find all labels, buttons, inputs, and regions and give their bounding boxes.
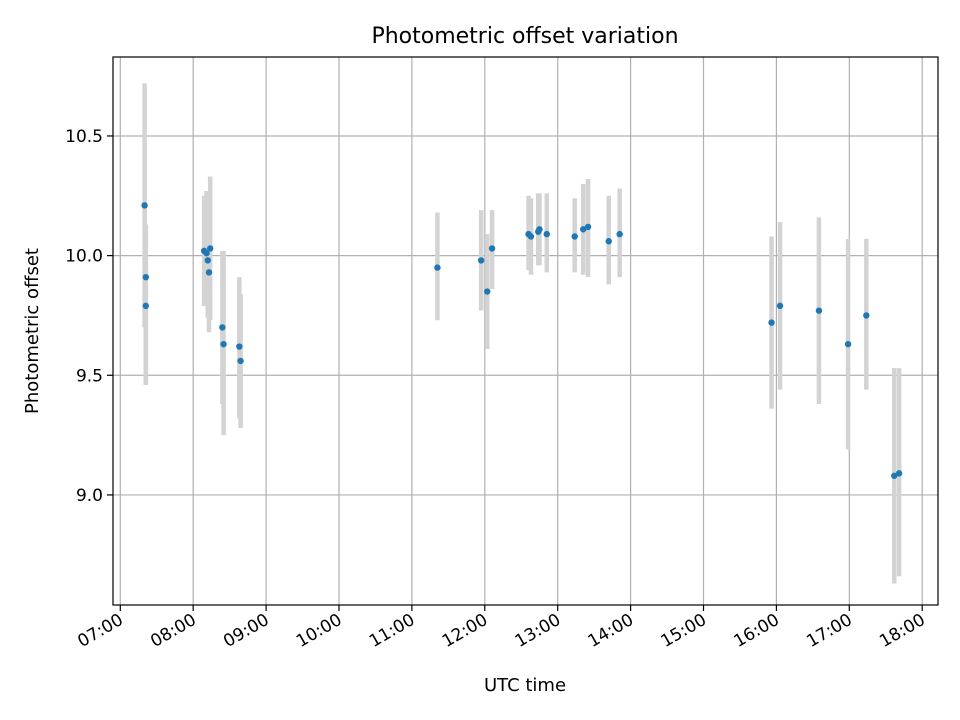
data-point [776, 302, 784, 310]
data-point [815, 307, 823, 314]
data-point [488, 245, 496, 252]
data-point [768, 319, 775, 326]
data-point [204, 257, 211, 264]
data-point [891, 472, 898, 479]
data-points [141, 202, 903, 479]
chart-title: Photometric offset variation [371, 24, 678, 49]
y-tick-label: 9.5 [76, 366, 103, 386]
plot-frame [112, 56, 939, 606]
data-point [220, 340, 227, 348]
data-point [477, 257, 485, 264]
data-point [580, 226, 587, 233]
y-tick-label: 9.0 [76, 486, 103, 506]
data-point [527, 233, 535, 240]
data-point [205, 269, 213, 276]
y-tick-label: 10.5 [65, 127, 103, 147]
data-point [219, 324, 226, 331]
data-point [141, 202, 148, 209]
data-point [584, 223, 592, 231]
y-tick-label: 10.0 [65, 247, 103, 267]
data-point [616, 230, 623, 238]
y-axis-label: Photometric offset [22, 248, 43, 414]
data-point [207, 245, 214, 252]
x-axis-label: UTC time [484, 675, 566, 696]
data-point [895, 470, 903, 477]
data-point [434, 264, 441, 271]
data-point [536, 226, 543, 233]
data-point [142, 273, 150, 281]
y-axis-ticks: 9.0 9.5 10.0 10.5 [65, 127, 113, 506]
data-point [605, 238, 612, 245]
data-point [543, 230, 550, 238]
data-point [484, 288, 491, 295]
data-point [203, 250, 210, 257]
data-point [863, 312, 870, 319]
data-point [236, 343, 243, 350]
data-point [142, 302, 150, 310]
data-point [844, 340, 852, 348]
data-point [237, 357, 244, 365]
data-point [571, 233, 578, 240]
